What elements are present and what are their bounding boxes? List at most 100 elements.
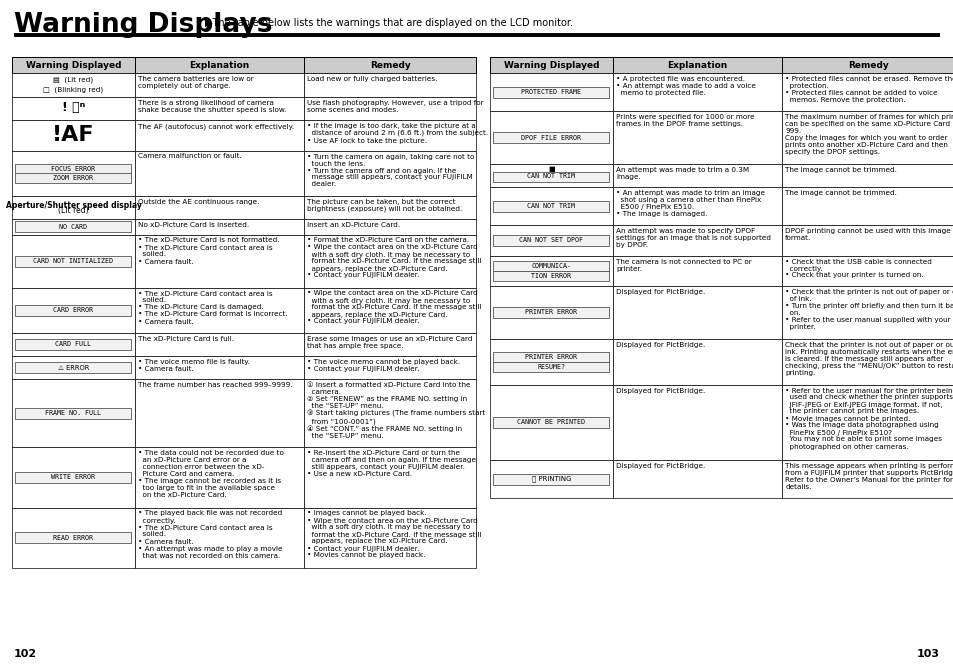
Bar bbox=[304, 57, 476, 73]
Bar bbox=[781, 57, 953, 73]
Bar bbox=[134, 287, 304, 333]
FancyBboxPatch shape bbox=[493, 362, 609, 372]
Bar bbox=[304, 333, 476, 356]
FancyBboxPatch shape bbox=[493, 201, 609, 211]
Bar bbox=[781, 73, 953, 111]
Text: No xD-Picture Card is inserted.: No xD-Picture Card is inserted. bbox=[138, 222, 249, 228]
Text: The xD-Picture Card is full.: The xD-Picture Card is full. bbox=[138, 336, 233, 342]
Text: ▶The table below lists the warnings that are displayed on the LCD monitor.: ▶The table below lists the warnings that… bbox=[205, 18, 573, 28]
Bar bbox=[304, 356, 476, 379]
Bar bbox=[613, 225, 781, 255]
Text: CARD FULL: CARD FULL bbox=[55, 342, 91, 348]
FancyBboxPatch shape bbox=[493, 271, 609, 281]
Text: • Check that the printer is not out of paper or out
  of ink.
• Turn the printer: • Check that the printer is not out of p… bbox=[784, 289, 953, 330]
Bar bbox=[134, 447, 304, 508]
Text: • Re-insert the xD-Picture Card or turn the
  camera off and then on again. If t: • Re-insert the xD-Picture Card or turn … bbox=[307, 450, 476, 477]
Bar bbox=[134, 219, 304, 235]
Bar bbox=[134, 57, 304, 73]
Text: This message appears when printing is performed
from a FUJIFILM printer that sup: This message appears when printing is pe… bbox=[784, 463, 953, 490]
Bar bbox=[781, 460, 953, 498]
Bar bbox=[490, 57, 613, 73]
Bar bbox=[613, 164, 781, 187]
Text: Insert an xD-Picture Card.: Insert an xD-Picture Card. bbox=[307, 222, 400, 228]
Bar bbox=[781, 111, 953, 164]
Text: 102: 102 bbox=[14, 649, 37, 659]
Bar bbox=[134, 379, 304, 447]
Bar bbox=[12, 57, 134, 73]
Text: CANNOT BE PRINTED: CANNOT BE PRINTED bbox=[517, 420, 585, 426]
Text: CARD NOT INITIALIZED: CARD NOT INITIALIZED bbox=[33, 258, 113, 264]
Bar bbox=[134, 120, 304, 151]
Bar bbox=[490, 286, 613, 339]
Text: Check that the printer is not out of paper or out of
ink. Printing automatically: Check that the printer is not out of pap… bbox=[784, 342, 953, 376]
Text: Warning Displayed: Warning Displayed bbox=[503, 61, 598, 69]
Text: The camera batteries are low or
completely out of charge.: The camera batteries are low or complete… bbox=[138, 76, 253, 89]
Bar bbox=[613, 255, 781, 286]
Text: • The voice memo cannot be played back.
• Contact your FUJIFILM dealer.: • The voice memo cannot be played back. … bbox=[307, 359, 460, 372]
Text: Warning Displays: Warning Displays bbox=[14, 12, 273, 38]
Bar bbox=[304, 287, 476, 333]
FancyBboxPatch shape bbox=[15, 255, 132, 267]
Bar bbox=[134, 151, 304, 196]
Text: The AF (autofocus) cannot work effectively.: The AF (autofocus) cannot work effective… bbox=[138, 123, 294, 129]
Text: ! 👋ⁿ: ! 👋ⁿ bbox=[62, 101, 85, 114]
Text: READ ERROR: READ ERROR bbox=[53, 535, 93, 541]
Text: • Turn the camera on again, taking care not to
  touch the lens.
• Turn the came: • Turn the camera on again, taking care … bbox=[307, 153, 475, 187]
Bar bbox=[134, 508, 304, 568]
Bar bbox=[134, 97, 304, 120]
Text: • Protected files cannot be erased. Remove the
  protection.
• Protected files c: • Protected files cannot be erased. Remo… bbox=[784, 76, 953, 103]
Text: The picture can be taken, but the correct
brightness (exposure) will not be obta: The picture can be taken, but the correc… bbox=[307, 199, 462, 213]
Text: FOCUS ERROR: FOCUS ERROR bbox=[51, 166, 95, 172]
Text: Load new or fully charged batteries.: Load new or fully charged batteries. bbox=[307, 76, 437, 82]
Bar bbox=[12, 120, 134, 151]
Bar bbox=[781, 164, 953, 187]
Text: Displayed for PictBridge.: Displayed for PictBridge. bbox=[616, 388, 704, 394]
Bar bbox=[490, 460, 613, 498]
Bar bbox=[12, 151, 134, 196]
FancyBboxPatch shape bbox=[493, 235, 609, 245]
Text: • The xD-Picture Card is not formatted.
• The xD-Picture Card contact area is
  : • The xD-Picture Card is not formatted. … bbox=[138, 237, 279, 265]
FancyBboxPatch shape bbox=[493, 132, 609, 143]
Bar bbox=[304, 508, 476, 568]
Bar bbox=[613, 460, 781, 498]
FancyBboxPatch shape bbox=[493, 417, 609, 428]
Bar bbox=[613, 187, 781, 225]
Bar bbox=[781, 286, 953, 339]
Bar bbox=[781, 255, 953, 286]
Text: • The voice memo file is faulty.
• Camera fault.: • The voice memo file is faulty. • Camer… bbox=[138, 359, 250, 372]
Text: Explanation: Explanation bbox=[190, 61, 250, 69]
Text: An attempt was made to specify DPOF
settings for an image that is not supported
: An attempt was made to specify DPOF sett… bbox=[616, 228, 770, 248]
Text: Warning Displayed: Warning Displayed bbox=[26, 61, 121, 69]
Bar bbox=[490, 339, 613, 384]
Text: DPOF FILE ERROR: DPOF FILE ERROR bbox=[521, 135, 581, 141]
Bar bbox=[781, 339, 953, 384]
Text: ZOOM ERROR: ZOOM ERROR bbox=[53, 175, 93, 181]
Text: ⎙ PRINTING: ⎙ PRINTING bbox=[531, 476, 571, 482]
Text: • A protected file was encountered.
• An attempt was made to add a voice
  memo : • A protected file was encountered. • An… bbox=[616, 76, 755, 96]
Text: CAN NOT TRIM: CAN NOT TRIM bbox=[527, 173, 575, 179]
FancyBboxPatch shape bbox=[15, 339, 132, 350]
Text: • Images cannot be played back.
• Wipe the contact area on the xD-Picture Card
 : • Images cannot be played back. • Wipe t… bbox=[307, 510, 481, 558]
Text: The frame number has reached 999–9999.: The frame number has reached 999–9999. bbox=[138, 382, 293, 388]
FancyBboxPatch shape bbox=[493, 307, 609, 318]
FancyBboxPatch shape bbox=[15, 408, 132, 418]
Text: • Wipe the contact area on the xD-Picture Card
  with a soft dry cloth. It may b: • Wipe the contact area on the xD-Pictur… bbox=[307, 291, 481, 325]
Text: The image cannot be trimmed.: The image cannot be trimmed. bbox=[784, 167, 896, 173]
Bar bbox=[12, 219, 134, 235]
Text: Explanation: Explanation bbox=[667, 61, 727, 69]
Bar bbox=[12, 356, 134, 379]
Bar bbox=[12, 235, 134, 287]
Bar bbox=[490, 73, 613, 111]
Bar bbox=[304, 219, 476, 235]
Bar bbox=[12, 508, 134, 568]
Text: The image cannot be trimmed.: The image cannot be trimmed. bbox=[784, 190, 896, 196]
Text: □  (Blinking red): □ (Blinking red) bbox=[44, 87, 104, 93]
Text: Erase some images or use an xD-Picture Card
that has ample free space.: Erase some images or use an xD-Picture C… bbox=[307, 336, 473, 349]
Bar bbox=[613, 384, 781, 460]
Bar bbox=[12, 379, 134, 447]
Text: • Format the xD-Picture Card on the camera.
• Wipe the contact area on the xD-Pi: • Format the xD-Picture Card on the came… bbox=[307, 237, 481, 279]
Bar bbox=[12, 73, 134, 97]
Text: Remedy: Remedy bbox=[847, 61, 887, 69]
Text: FRAME NO. FULL: FRAME NO. FULL bbox=[46, 410, 101, 416]
Text: An attempt was made to trim a 0.3M
image.: An attempt was made to trim a 0.3M image… bbox=[616, 167, 748, 180]
